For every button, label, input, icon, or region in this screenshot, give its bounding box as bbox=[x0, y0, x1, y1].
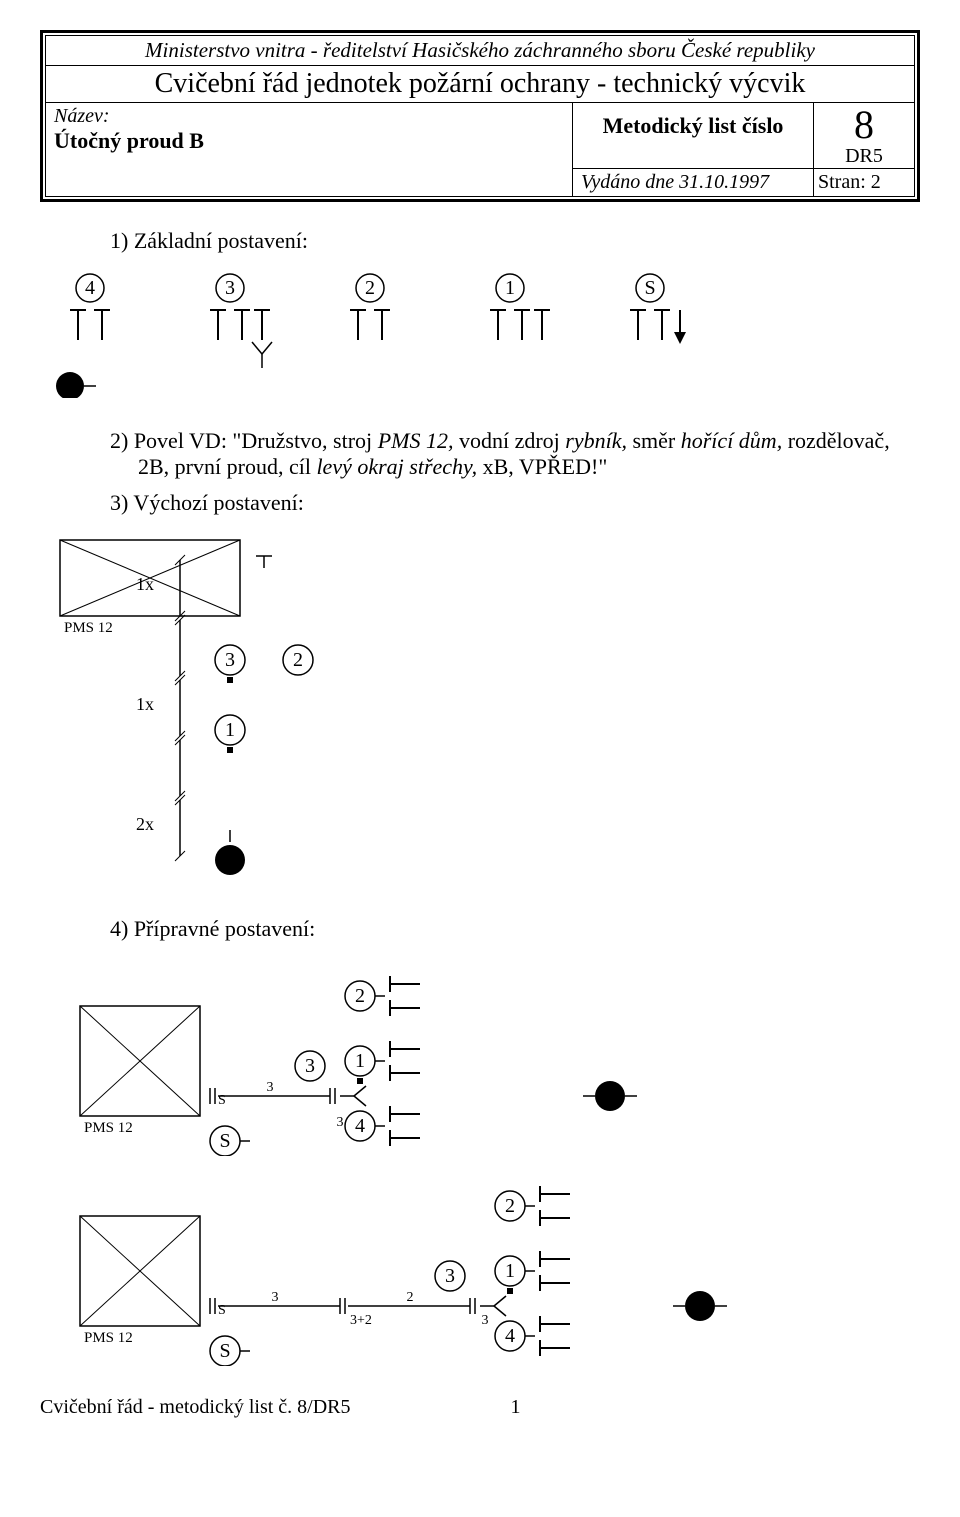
ministry-line: Ministerstvo vnitra - ředitelství Hasičs… bbox=[46, 36, 914, 66]
list-label: Metodický list číslo bbox=[573, 103, 813, 169]
diagram-3: PMS 12 1x 1x 2x 3 2 1 bbox=[50, 530, 450, 910]
svg-text:2x: 2x bbox=[136, 814, 154, 834]
footer-text: Cvičební řád - metodický list č. 8/DR5 bbox=[40, 1396, 351, 1419]
svg-text:3: 3 bbox=[225, 277, 235, 299]
svg-text:3: 3 bbox=[337, 1115, 344, 1130]
footer-page: 1 bbox=[511, 1396, 521, 1419]
list-number: 8 bbox=[814, 103, 914, 145]
svg-text:2: 2 bbox=[293, 649, 303, 671]
svg-text:2: 2 bbox=[407, 1290, 414, 1305]
svg-text:1x: 1x bbox=[136, 574, 154, 594]
diagram-1: 4 3 2 1 S bbox=[50, 268, 750, 398]
issued-date: Vydáno dne 31.10.1997 bbox=[573, 169, 813, 196]
doc-title: Cvičební řád jednotek požární ochrany - … bbox=[46, 66, 914, 103]
svg-text:1: 1 bbox=[355, 1050, 365, 1072]
svg-text:S: S bbox=[644, 277, 655, 299]
svg-text:3: 3 bbox=[482, 1313, 489, 1328]
svg-text:PMS 12: PMS 12 bbox=[84, 1120, 133, 1136]
svg-text:PMS 12: PMS 12 bbox=[64, 620, 113, 636]
svg-text:S: S bbox=[219, 1340, 230, 1362]
header-box: Ministerstvo vnitra - ředitelství Hasičs… bbox=[40, 30, 920, 202]
svg-text:4: 4 bbox=[505, 1325, 515, 1347]
svg-text:S: S bbox=[219, 1130, 230, 1152]
name-label: Název: bbox=[54, 105, 564, 128]
svg-text:3: 3 bbox=[445, 1265, 455, 1287]
svg-text:1: 1 bbox=[225, 719, 235, 741]
svg-text:3: 3 bbox=[267, 1080, 274, 1095]
diagram-4b: PMS 12S33+223S3421 bbox=[50, 1166, 850, 1366]
name-cell: Název: Útočný proud B bbox=[46, 103, 573, 196]
svg-text:PMS 12: PMS 12 bbox=[84, 1330, 133, 1346]
footer: Cvičební řád - metodický list č. 8/DR5 1 bbox=[40, 1396, 920, 1419]
svg-text:2: 2 bbox=[355, 985, 365, 1007]
svg-text:2: 2 bbox=[365, 277, 375, 299]
svg-text:1: 1 bbox=[505, 277, 515, 299]
svg-text:1: 1 bbox=[505, 1260, 515, 1282]
section1-title: 1) Základní postavení: bbox=[110, 228, 910, 254]
page-count: Stran: 2 bbox=[814, 169, 914, 196]
svg-text:3+2: 3+2 bbox=[350, 1313, 372, 1328]
list-code: DR5 bbox=[814, 145, 914, 169]
svg-text:3: 3 bbox=[225, 649, 235, 671]
svg-text:4: 4 bbox=[355, 1115, 365, 1137]
diagram-4a: PMS 12S33S3421 bbox=[50, 956, 750, 1156]
section4-title: 4) Přípravné postavení: bbox=[110, 916, 910, 942]
section2-text: 2) Povel VD: "Družstvo, stroj PMS 12, vo… bbox=[110, 428, 910, 480]
svg-text:2: 2 bbox=[505, 1195, 515, 1217]
svg-text:4: 4 bbox=[85, 277, 95, 299]
name-value: Útočný proud B bbox=[54, 128, 564, 154]
svg-text:3: 3 bbox=[272, 1290, 279, 1305]
section3-title: 3) Výchozí postavení: bbox=[110, 490, 910, 516]
svg-text:1x: 1x bbox=[136, 694, 154, 714]
svg-text:3: 3 bbox=[305, 1055, 315, 1077]
